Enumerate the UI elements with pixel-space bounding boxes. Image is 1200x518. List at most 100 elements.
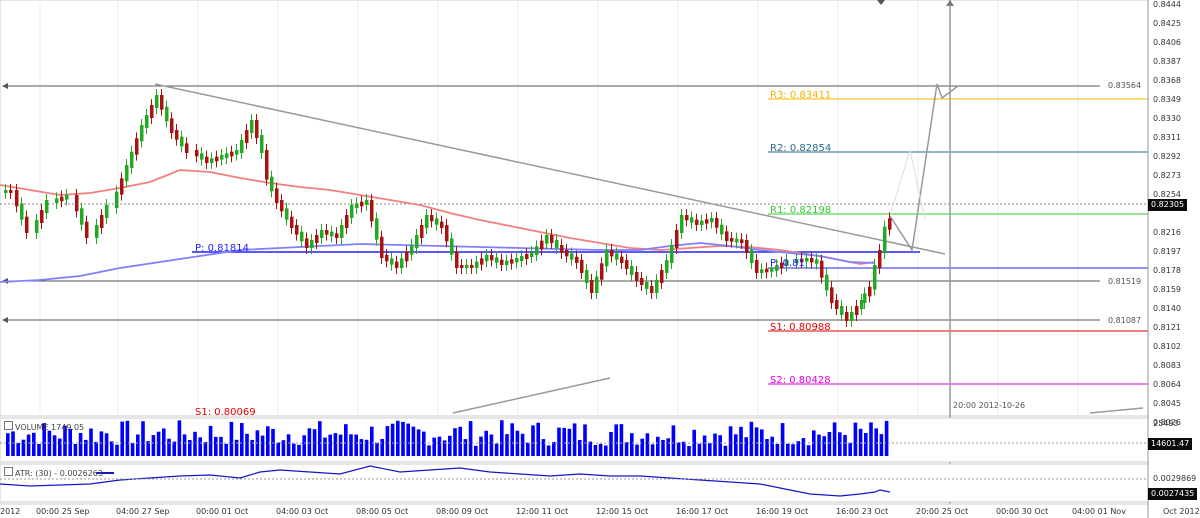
candle[interactable] [165, 106, 169, 122]
candle[interactable] [170, 118, 174, 133]
candle[interactable] [410, 245, 414, 255]
candle[interactable] [785, 260, 789, 266]
candle[interactable] [370, 200, 374, 222]
candle[interactable] [725, 231, 729, 241]
candle[interactable] [460, 265, 464, 268]
candle[interactable] [300, 231, 304, 242]
candle[interactable] [800, 258, 804, 263]
candle[interactable] [325, 230, 329, 235]
candle[interactable] [9, 190, 13, 193]
candle[interactable] [863, 293, 867, 303]
candle[interactable] [475, 261, 479, 268]
candle[interactable] [760, 269, 764, 273]
candle[interactable] [440, 221, 444, 228]
candle[interactable] [735, 238, 739, 243]
candle[interactable] [610, 250, 614, 257]
candle[interactable] [425, 215, 429, 228]
candle[interactable] [95, 225, 99, 238]
candle[interactable] [715, 218, 719, 228]
candle[interactable] [680, 215, 684, 233]
candle[interactable] [45, 200, 49, 213]
candle[interactable] [355, 203, 359, 208]
candlesticks[interactable] [4, 89, 892, 327]
candle[interactable] [250, 120, 254, 133]
candle[interactable] [105, 205, 109, 218]
candle[interactable] [415, 235, 419, 248]
candle[interactable] [420, 225, 424, 238]
candle[interactable] [755, 260, 759, 273]
candle[interactable] [40, 210, 44, 223]
candle[interactable] [750, 250, 754, 263]
candle[interactable] [770, 268, 774, 272]
candle[interactable] [450, 238, 454, 255]
candle[interactable] [395, 261, 399, 268]
candle[interactable] [430, 215, 434, 222]
candle[interactable] [405, 251, 409, 262]
candle[interactable] [883, 226, 887, 238]
candle[interactable] [125, 165, 129, 182]
candle[interactable] [360, 201, 364, 207]
candle[interactable] [510, 259, 514, 264]
candle[interactable] [100, 215, 104, 228]
candle[interactable] [365, 200, 369, 205]
candle[interactable] [535, 246, 539, 255]
candle[interactable] [195, 150, 199, 157]
candle[interactable] [580, 260, 584, 273]
candle[interactable] [570, 253, 574, 260]
candle[interactable] [780, 262, 784, 269]
candle[interactable] [275, 188, 279, 203]
candle[interactable] [25, 216, 29, 233]
candle[interactable] [710, 218, 714, 223]
candle[interactable] [390, 258, 394, 265]
candle[interactable] [640, 278, 644, 285]
candle[interactable] [75, 195, 79, 212]
candle[interactable] [55, 198, 59, 203]
candle[interactable] [665, 260, 669, 273]
candle[interactable] [565, 250, 569, 257]
candle[interactable] [4, 190, 8, 193]
candle[interactable] [855, 306, 859, 315]
candle[interactable] [235, 150, 239, 155]
candle[interactable] [435, 218, 439, 225]
candle[interactable] [495, 257, 499, 263]
candle[interactable] [525, 254, 529, 259]
candle[interactable] [225, 153, 229, 158]
candle[interactable] [560, 245, 564, 253]
candle[interactable] [210, 158, 214, 163]
candle[interactable] [615, 253, 619, 260]
candle[interactable] [60, 196, 64, 202]
candle[interactable] [575, 256, 579, 263]
candle[interactable] [180, 136, 184, 147]
candle[interactable] [810, 258, 814, 263]
candle[interactable] [385, 255, 389, 262]
candle[interactable] [270, 176, 274, 192]
candle[interactable] [490, 255, 494, 261]
candle[interactable] [600, 263, 604, 280]
candle[interactable] [135, 138, 139, 155]
candle[interactable] [140, 125, 144, 142]
candle[interactable] [205, 156, 209, 163]
candle[interactable] [545, 235, 549, 244]
candle[interactable] [635, 272, 639, 281]
candle[interactable] [888, 218, 892, 230]
candle[interactable] [350, 205, 354, 218]
candle[interactable] [845, 312, 849, 321]
candle[interactable] [160, 95, 164, 110]
candle[interactable] [873, 265, 877, 283]
candle[interactable] [830, 287, 834, 303]
candle[interactable] [280, 200, 284, 212]
candle[interactable] [480, 258, 484, 265]
collapse-icon[interactable] [4, 421, 13, 430]
candle[interactable] [820, 262, 824, 278]
candle[interactable] [80, 208, 84, 225]
candle[interactable] [305, 238, 309, 248]
candle[interactable] [620, 256, 624, 263]
candle[interactable] [130, 151, 134, 168]
candle[interactable] [200, 153, 204, 160]
candle[interactable] [605, 250, 609, 267]
candle[interactable] [878, 250, 882, 268]
candle[interactable] [35, 220, 39, 233]
candle[interactable] [500, 259, 504, 265]
candle[interactable] [765, 268, 769, 273]
